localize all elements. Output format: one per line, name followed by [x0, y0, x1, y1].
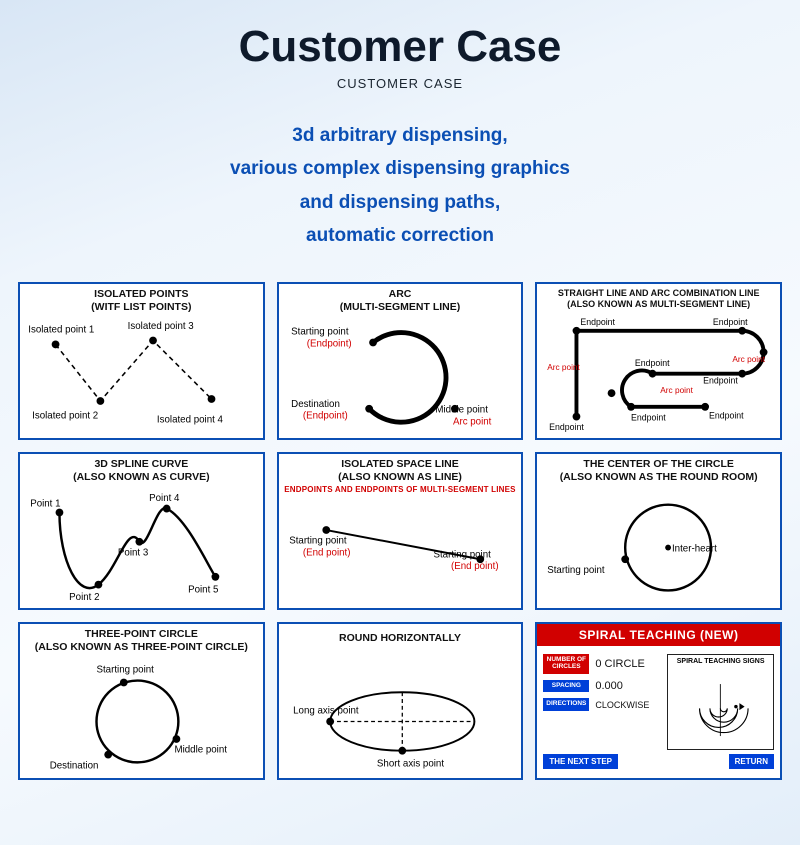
page: Customer Case CUSTOMER CASE 3d arbitrary… [0, 0, 800, 780]
svg-text:Inter-heart: Inter-heart [672, 543, 717, 554]
svg-text:Starting point: Starting point [96, 665, 154, 676]
spiral-value: 0 CIRCLE [595, 658, 645, 670]
card-center-circle: THE CENTER OF THE CIRCLE (ALSO KNOWN AS … [535, 452, 782, 610]
svg-text:Point 1: Point 1 [30, 499, 60, 510]
svg-text:Isolated point 1: Isolated point 1 [28, 325, 94, 336]
spiral-signs-title: SPIRAL TEACHING SIGNS [668, 655, 773, 665]
card-space-line: ISOLATED SPACE LINE (ALSO KNOWN AS LINE)… [277, 452, 524, 610]
card-combination-line: STRAIGHT LINE AND ARC COMBINATION LINE (… [535, 282, 782, 440]
spiral-label: SPACING [543, 680, 589, 693]
slogan-line: and dispensing paths, [12, 186, 788, 219]
svg-text:Endpoint: Endpoint [703, 375, 738, 385]
slogan-line: 3d arbitrary dispensing, [12, 119, 788, 152]
spiral-header: SPIRAL TEACHING (NEW) [537, 624, 780, 646]
card-three-point-circle: THREE-POINT CIRCLE (ALSO KNOWN AS THREE-… [18, 622, 265, 780]
ellipse-diagram: Long axis point Short axis point [279, 624, 522, 778]
svg-text:Arc point: Arc point [453, 416, 492, 427]
page-title: Customer Case [12, 22, 788, 72]
card-ellipse: ROUND HORIZONTALLY Long axis point Short… [277, 622, 524, 780]
card-arc: ARC (MULTI-SEGMENT LINE) Starting point … [277, 282, 524, 440]
svg-text:Starting point: Starting point [433, 549, 491, 560]
three-point-diagram: Starting point Middle point Destination [20, 624, 263, 778]
svg-text:Starting point: Starting point [548, 565, 606, 576]
svg-text:Endpoint: Endpoint [549, 422, 584, 432]
center-circle-diagram: Starting point Inter-heart [537, 454, 780, 608]
svg-text:Endpoint: Endpoint [631, 412, 666, 422]
return-button[interactable]: RETURN [729, 754, 774, 769]
svg-text:Middle point: Middle point [435, 405, 488, 416]
spiral-footer: THE NEXT STEP RETURN [537, 754, 780, 775]
svg-text:Arc point: Arc point [548, 363, 581, 372]
svg-text:Endpoint: Endpoint [713, 317, 748, 327]
spiral-label: DIRECTIONS [543, 698, 589, 711]
space-line-diagram: Starting point (End point) Starting poin… [279, 454, 522, 608]
svg-text:(Endpoint): (Endpoint) [306, 338, 351, 349]
spiral-value: 0.000 [595, 680, 623, 692]
svg-text:Endpoint: Endpoint [709, 411, 744, 421]
card-spline: 3D SPLINE CURVE (ALSO KNOWN AS CURVE) Po… [18, 452, 265, 610]
slogan: 3d arbitrary dispensing, various complex… [12, 119, 788, 252]
svg-text:Middle point: Middle point [174, 745, 227, 756]
card-isolated-points: ISOLATED POINTS (WITF LIST POINTS) Isola… [18, 282, 265, 440]
svg-text:Arc point: Arc point [733, 355, 766, 364]
svg-text:Starting point: Starting point [289, 536, 347, 547]
svg-text:Point 2: Point 2 [69, 592, 99, 603]
spiral-signs-panel: SPIRAL TEACHING SIGNS [667, 654, 774, 750]
spiral-row-directions: DIRECTIONS CLOCKWISE [543, 698, 661, 711]
slogan-line: automatic correction [12, 219, 788, 252]
svg-text:Endpoint: Endpoint [635, 358, 670, 368]
svg-text:(End point): (End point) [451, 561, 499, 572]
svg-text:Isolated point 2: Isolated point 2 [32, 411, 98, 422]
svg-text:Point 5: Point 5 [188, 584, 218, 595]
svg-text:(End point): (End point) [303, 547, 351, 558]
arc-diagram: Starting point (Endpoint) Destination (E… [279, 284, 522, 438]
spiral-label: NUMBER OF CIRCLES [543, 654, 589, 674]
combo-diagram: Endpoint Endpoint Arc point Endpoint End… [537, 284, 780, 438]
svg-text:Short axis point: Short axis point [377, 758, 444, 769]
svg-text:Arc point: Arc point [661, 386, 694, 395]
svg-text:Long axis point: Long axis point [293, 706, 359, 717]
spline-diagram: Point 1 Point 2 Point 3 Point 4 Point 5 [20, 454, 263, 608]
card-spiral-teaching: SPIRAL TEACHING (NEW) NUMBER OF CIRCLES … [535, 622, 782, 780]
svg-text:Point 3: Point 3 [118, 547, 148, 558]
page-subtitle: CUSTOMER CASE [12, 76, 788, 91]
svg-text:Point 4: Point 4 [149, 493, 180, 504]
svg-text:Destination: Destination [50, 760, 99, 771]
next-step-button[interactable]: THE NEXT STEP [543, 754, 618, 769]
svg-text:Destination: Destination [291, 399, 340, 410]
card-grid: ISOLATED POINTS (WITF LIST POINTS) Isola… [12, 282, 788, 780]
svg-text:Isolated point 4: Isolated point 4 [157, 414, 224, 425]
spiral-value: CLOCKWISE [595, 700, 649, 710]
svg-text:(Endpoint): (Endpoint) [303, 411, 348, 422]
spiral-body: NUMBER OF CIRCLES 0 CIRCLE SPACING 0.000… [537, 646, 780, 754]
svg-text:Endpoint: Endpoint [581, 317, 616, 327]
isolated-points-diagram: Isolated point 1 Isolated point 2 Isolat… [20, 284, 263, 438]
svg-text:Starting point: Starting point [291, 327, 349, 338]
spiral-row-spacing: SPACING 0.000 [543, 680, 661, 693]
svg-text:Isolated point 3: Isolated point 3 [128, 321, 194, 332]
slogan-line: various complex dispensing graphics [12, 152, 788, 185]
spiral-params: NUMBER OF CIRCLES 0 CIRCLE SPACING 0.000… [543, 654, 661, 750]
spiral-icon [668, 665, 773, 743]
spiral-row-circles: NUMBER OF CIRCLES 0 CIRCLE [543, 654, 661, 674]
